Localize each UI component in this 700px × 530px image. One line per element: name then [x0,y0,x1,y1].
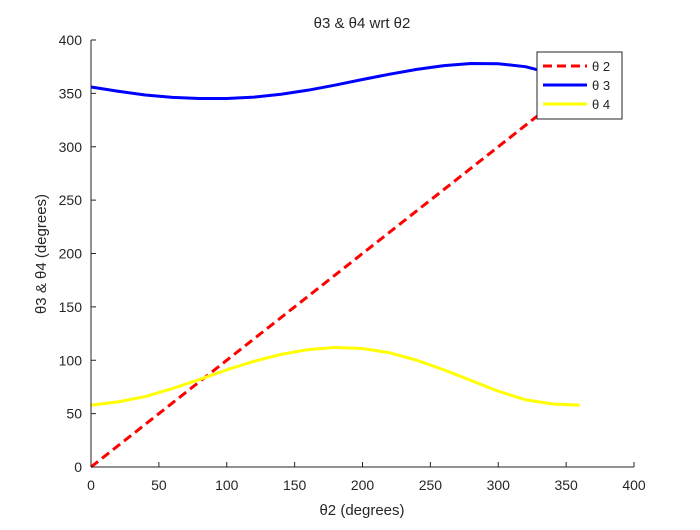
y-tick-label: 100 [59,352,83,368]
y-tick-label: 250 [59,192,83,208]
x-tick-label: 100 [215,477,239,493]
legend-label-1: θ 2 [592,59,610,74]
x-tick-label: 350 [554,477,578,493]
x-tick-label: 250 [419,477,443,493]
series-line-1 [90,81,581,469]
y-tick-label: 200 [59,246,83,262]
x-tick-label: 300 [487,477,511,493]
legend-label-2: θ 3 [592,78,610,93]
x-tick-label: 200 [351,477,375,493]
y-tick-label: 400 [59,32,83,48]
y-tick-label: 350 [59,85,83,101]
x-tick-label: 50 [151,477,167,493]
y-tick-label: 0 [74,459,82,475]
chart-title: θ3 & θ4 wrt θ2 [314,15,411,32]
y-axis-label: θ3 & θ4 (degrees) [33,194,50,314]
legend: θ 2 θ 3 θ 4 [536,51,623,120]
x-tick-label: 0 [87,477,95,493]
x-tick-label: 400 [622,477,646,493]
series-line-2 [90,61,581,100]
x-tick-label: 150 [283,477,307,493]
y-tick-label: 300 [59,139,83,155]
x-axis-label: θ2 (degrees) [319,502,404,519]
y-tick-label: 150 [59,299,83,315]
y-tick-label: 50 [66,406,82,422]
series-line-3 [90,345,580,407]
legend-label-3: θ 4 [592,97,610,112]
